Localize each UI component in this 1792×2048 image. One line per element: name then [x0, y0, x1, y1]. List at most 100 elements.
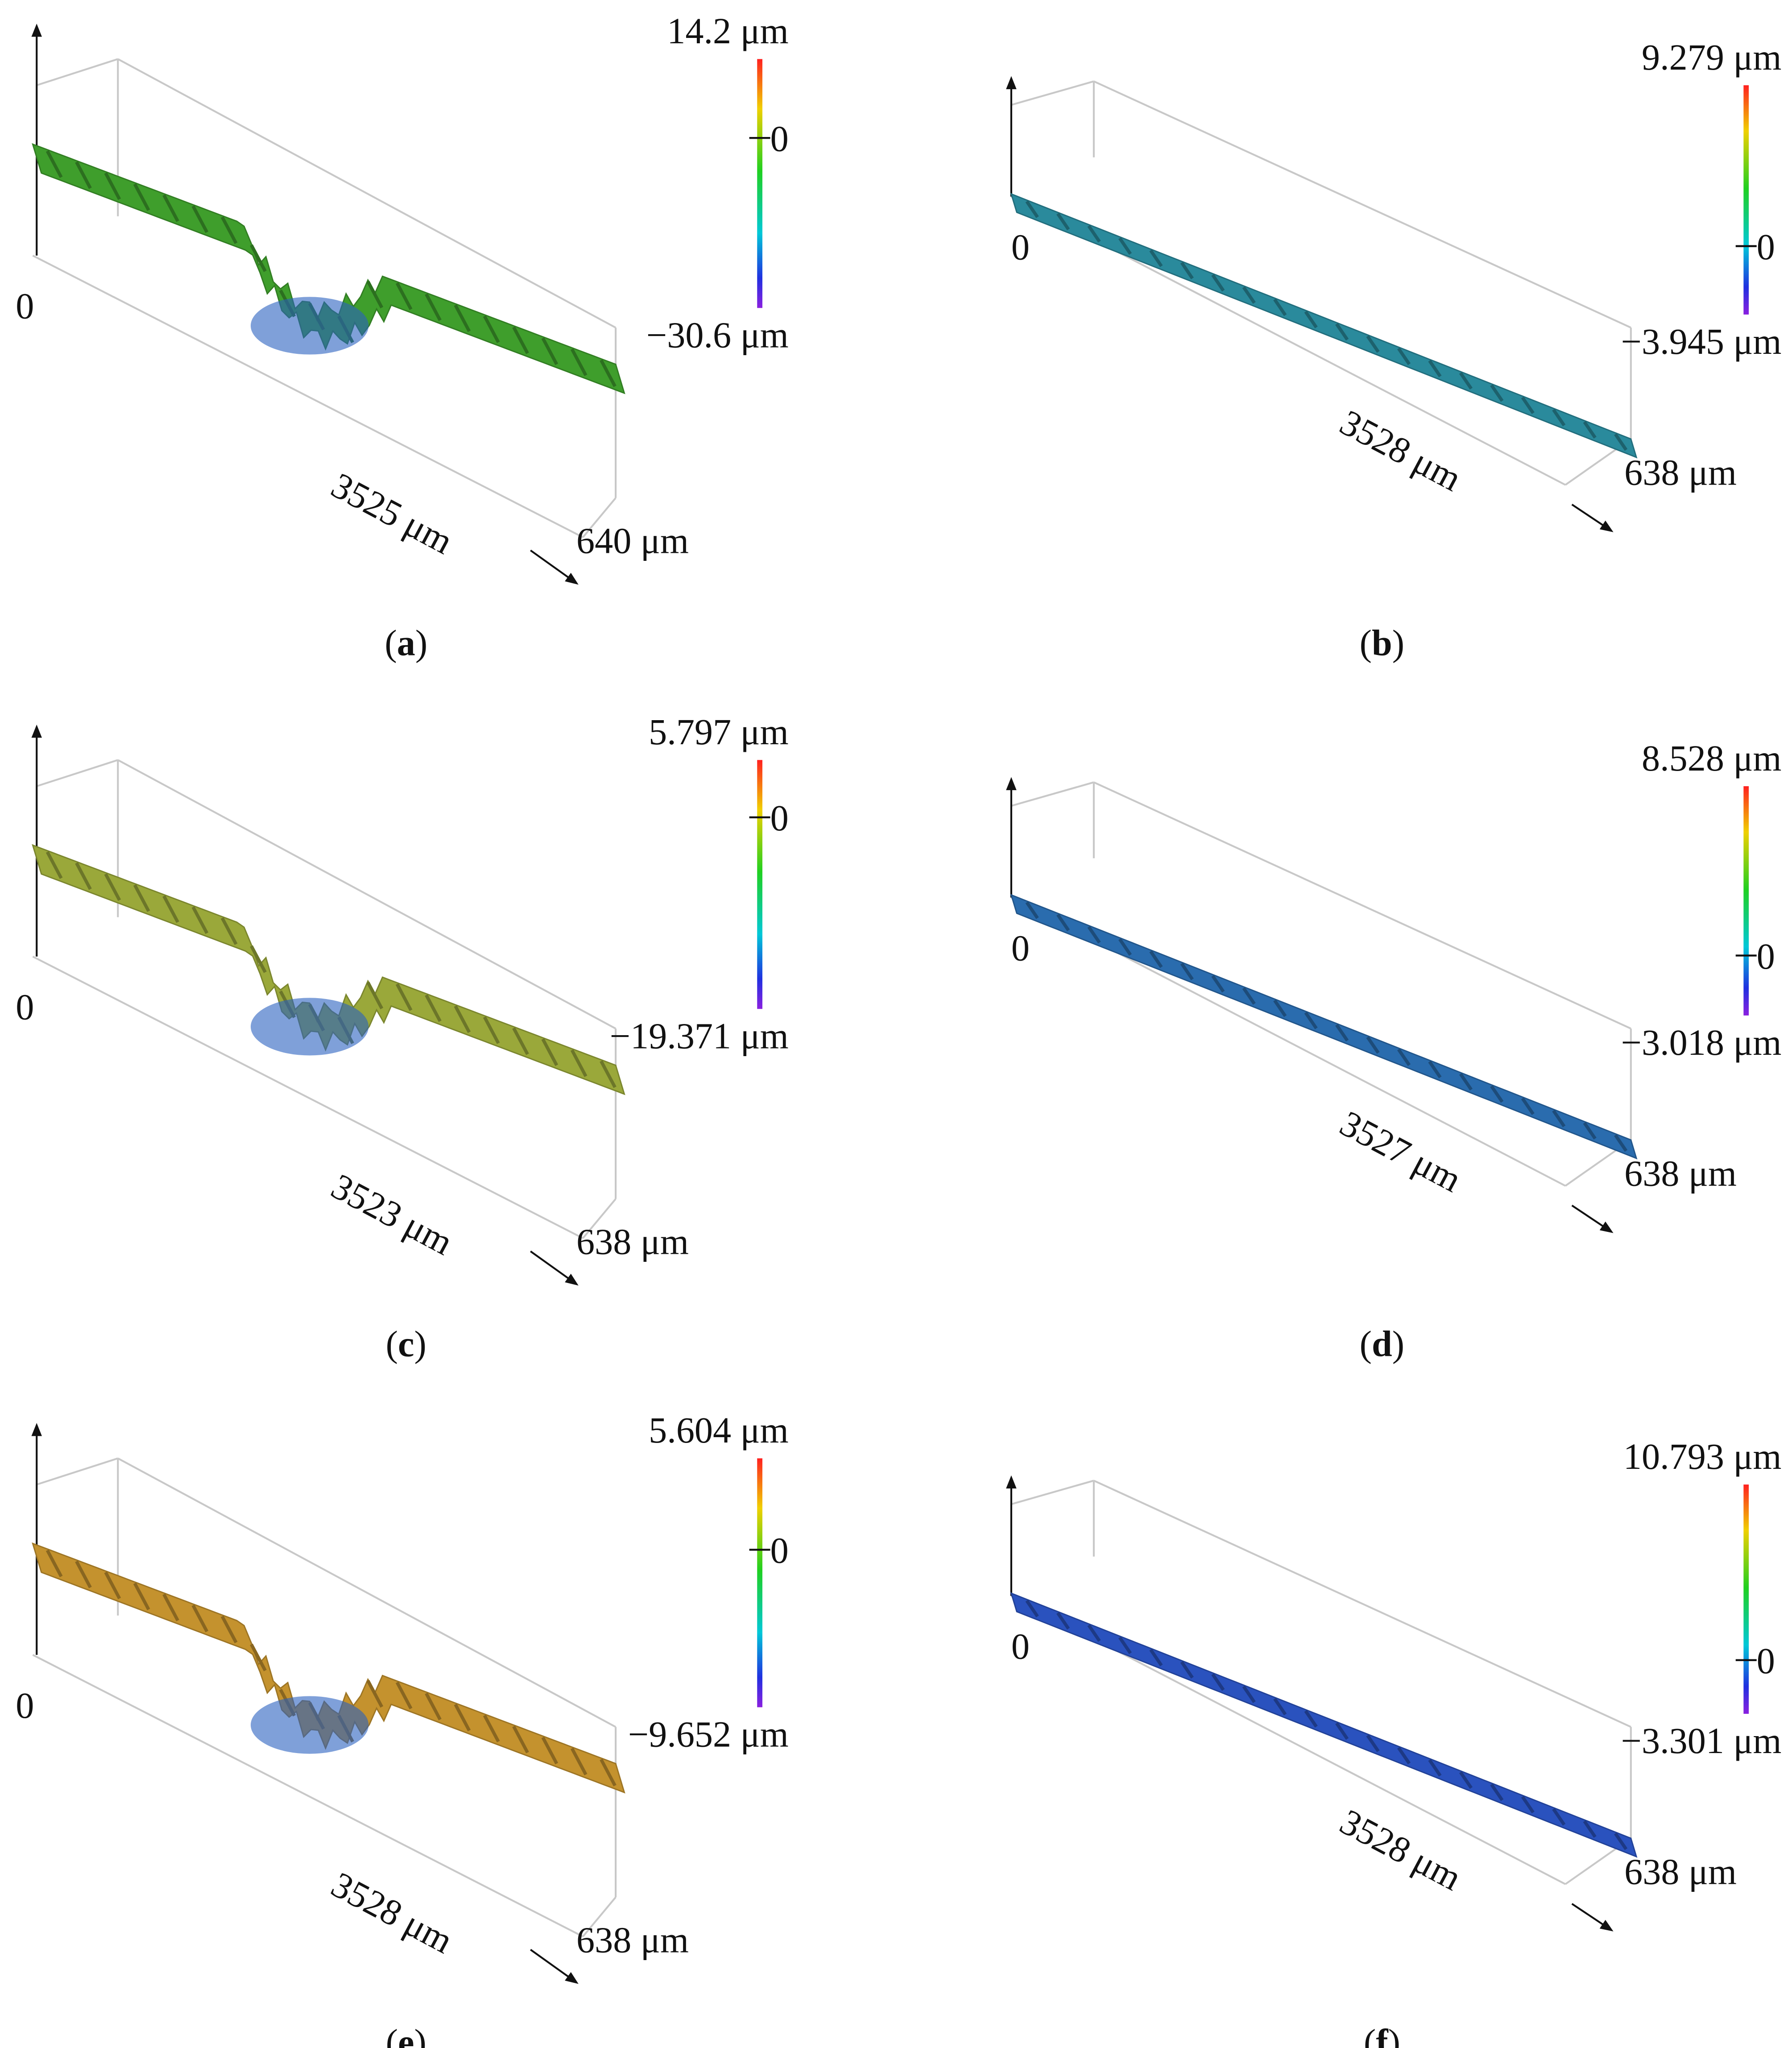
colorbar-min-label: −3.945 μm: [1621, 321, 1782, 362]
box-edge: [36, 58, 118, 87]
length-label: 3525 μm: [325, 465, 459, 562]
box-edge: [1011, 80, 1094, 106]
caption-open: (: [1360, 622, 1372, 663]
box-edge: [117, 759, 617, 1030]
surface-ridge: [570, 348, 588, 376]
surface-ridge: [1335, 323, 1349, 341]
box-edge: [1093, 781, 1631, 1030]
surface-ridge: [162, 1593, 179, 1621]
surface-ridge: [454, 1005, 471, 1033]
surface-ridge: [1242, 1685, 1256, 1704]
surface-ridge: [425, 293, 442, 321]
caption-letter: c: [398, 1323, 414, 1364]
caption-close: ): [1392, 622, 1404, 663]
box-edge: [1093, 80, 1631, 329]
length-label: 3527 μm: [1333, 1103, 1468, 1200]
surface: [1010, 1592, 1638, 1858]
surface-ridge: [600, 1758, 617, 1787]
surface-ridge: [366, 1680, 384, 1708]
panel: 0 3523 μm 638 μm 0 5.797 μm −19.371 μm (c): [16, 712, 788, 1364]
surface-ridge: [1397, 347, 1411, 365]
surface-ridge: [1552, 1110, 1566, 1128]
surface-ridge: [1304, 311, 1318, 328]
origin-label: 0: [16, 987, 34, 1028]
surface-ridge: [104, 1571, 121, 1600]
box-edge: [1011, 781, 1094, 807]
surface-ridge: [1056, 913, 1070, 932]
width-label: 638 μm: [1624, 1852, 1737, 1892]
surface-ridge: [425, 1692, 442, 1720]
surface-ridge: [133, 884, 150, 912]
width-label: 638 μm: [1624, 452, 1737, 493]
surface-ridge: [1583, 1122, 1597, 1140]
colorbar-max-label: 9.279 μm: [1642, 37, 1782, 78]
surface-ridge: [1180, 962, 1194, 981]
panel: 0 3528 μm 638 μm 0 10.793 μm −3.301 μm (f): [1006, 1436, 1782, 2048]
surface-ridge: [454, 304, 471, 332]
surface-ridge: [220, 216, 238, 244]
origin-label: 0: [1011, 227, 1030, 268]
surface-ridge: [1335, 1024, 1349, 1042]
surface-ridge: [512, 326, 529, 354]
surface-ridge: [570, 1049, 588, 1077]
colorbar: [757, 1458, 762, 1708]
surface-ridge: [1428, 1061, 1442, 1078]
surface-dip: [250, 998, 369, 1056]
box-edge: [582, 1198, 617, 1239]
surface-ridge: [133, 1582, 150, 1610]
caption: (e): [386, 2022, 426, 2048]
surface-ridge: [1087, 225, 1101, 243]
surface-ridge: [1118, 938, 1132, 956]
panel: 0 3528 μm 638 μm 0 5.604 μm −9.652 μm (e): [16, 1410, 788, 2048]
caption-letter: e: [398, 2022, 414, 2048]
surface-ridge: [600, 1060, 617, 1088]
colorbar-max-label: 14.2 μm: [667, 11, 788, 51]
colorbar-zero-label: 0: [1757, 936, 1775, 977]
surface-ridge: [1118, 237, 1132, 255]
width-label: 638 μm: [576, 1221, 689, 1262]
surface-ridge: [1335, 1722, 1349, 1740]
surface-ridge: [541, 337, 559, 365]
surface-ridge: [1056, 212, 1070, 231]
origin-label: 0: [1011, 928, 1030, 969]
colorbar-min-label: −19.371 μm: [610, 1016, 789, 1056]
caption-open: (: [1360, 1323, 1372, 1364]
colorbar-min-label: −30.6 μm: [646, 315, 789, 355]
surface-ridge: [1211, 274, 1225, 292]
surface-ridge: [250, 1643, 267, 1671]
surface-ridge: [1304, 1710, 1318, 1728]
surface-ridge: [541, 1038, 559, 1066]
caption-open: (: [385, 622, 397, 663]
surface-ridge: [1397, 1746, 1411, 1765]
surface-ridge: [1397, 1048, 1411, 1066]
surface-ridge: [1459, 1771, 1473, 1789]
surface-ridge: [1149, 1649, 1163, 1667]
surface-ridge: [425, 994, 442, 1022]
length-label: 3528 μm: [1333, 1801, 1468, 1899]
surface-ridge: [1087, 1624, 1101, 1642]
caption-letter: d: [1372, 1323, 1392, 1364]
surface-ridge: [191, 205, 209, 233]
colorbar-min-label: −9.652 μm: [628, 1714, 789, 1754]
length-label: 3528 μm: [1333, 402, 1468, 499]
box-edge: [32, 955, 584, 1239]
caption: (b): [1360, 622, 1404, 663]
surface-ridge: [1490, 1783, 1504, 1801]
surface-ridge: [570, 1747, 588, 1775]
surface-ridge: [1552, 1808, 1566, 1826]
surface-ridge: [600, 359, 617, 387]
surface-ridge: [1273, 999, 1287, 1017]
surface-ridge: [1211, 975, 1225, 993]
colorbar-min-label: −3.018 μm: [1621, 1022, 1782, 1063]
surface-ridge: [162, 194, 179, 222]
surface-ridge: [220, 1615, 238, 1643]
caption: (a): [385, 622, 427, 663]
surface-ridge: [1366, 1036, 1380, 1054]
caption-close: ): [1388, 2022, 1400, 2048]
surface-ridge: [250, 244, 267, 272]
surface-ridge: [1459, 1073, 1473, 1091]
surface-ridge: [1118, 1636, 1132, 1654]
surface-dip: [250, 297, 369, 355]
surface-ridge: [1025, 1600, 1039, 1617]
